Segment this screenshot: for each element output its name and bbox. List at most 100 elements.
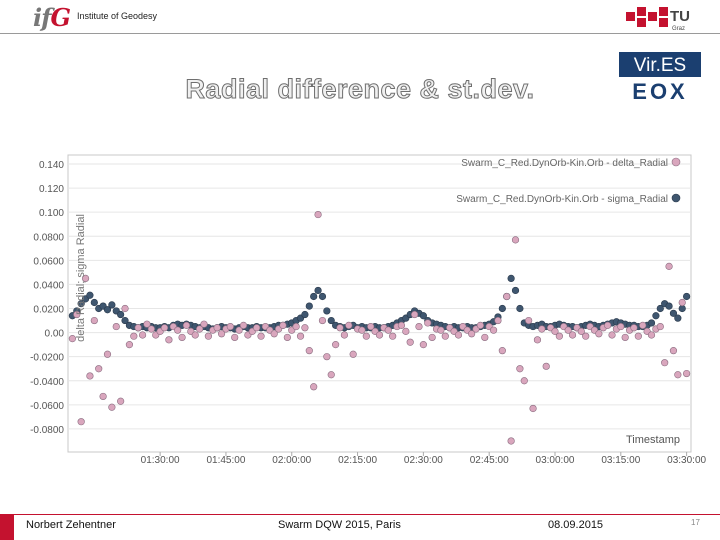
delta-point: [336, 324, 344, 332]
legend-delta-label[interactable]: Swarm_C_Red.DynOrb-Kin.Orb - delta_Radia…: [461, 158, 668, 169]
sigma-point: [652, 312, 660, 320]
delta-point: [270, 330, 278, 338]
y-tick-label: -0.0200: [30, 353, 64, 364]
sigma-point: [318, 292, 327, 301]
y-tick-label: -0.0800: [30, 425, 64, 436]
delta-point: [345, 321, 353, 329]
sigma-point: [683, 292, 691, 301]
ifg-logo: ifG: [33, 3, 71, 32]
delta-point: [428, 333, 436, 342]
delta-point: [564, 326, 572, 334]
series-delta-radial: [68, 210, 691, 445]
x-tick-label: 03:15:00: [601, 455, 640, 466]
sigma-point: [656, 304, 664, 313]
delta-point: [367, 322, 375, 331]
delta-point: [235, 326, 243, 334]
x-tick-label: 02:45:00: [470, 455, 509, 466]
legend[interactable]: Swarm_C_Red.DynOrb-Kin.Orb - delta_Radia…: [456, 157, 681, 205]
y-tick-label: 0.0800: [33, 232, 64, 243]
delta-point: [200, 320, 208, 328]
institute-name: Institute of Geodesy: [77, 11, 158, 21]
delta-point: [389, 332, 397, 340]
delta-point: [121, 304, 129, 313]
delta-point: [314, 210, 322, 219]
delta-point: [498, 347, 506, 355]
delta-point: [520, 377, 528, 385]
sigma-point: [301, 310, 309, 319]
sigma-point: [77, 300, 85, 308]
x-tick-label: 01:45:00: [206, 455, 245, 466]
delta-point: [279, 321, 287, 329]
page-number: 17: [691, 518, 700, 527]
delta-point: [617, 322, 625, 331]
delta-point: [239, 321, 248, 329]
x-tick-label: 03:00:00: [536, 455, 575, 466]
delta-point: [138, 331, 147, 339]
delta-point: [90, 316, 98, 325]
delta-point: [130, 332, 138, 340]
legend-sigma-marker: [671, 193, 681, 203]
delta-point: [95, 365, 103, 373]
y-tick-label: 0.0400: [33, 280, 64, 291]
sigma-point: [90, 298, 98, 307]
delta-point: [410, 310, 419, 319]
x-tick-label: 02:15:00: [338, 455, 377, 466]
footer-event: Swarm DQW 2015, Paris: [278, 519, 401, 531]
delta-point: [310, 383, 318, 391]
delta-point: [669, 347, 678, 355]
delta-point: [665, 262, 673, 270]
sigma-point: [121, 316, 129, 325]
legend-delta-marker: [671, 157, 681, 167]
delta-point: [253, 324, 261, 332]
delta-point: [424, 319, 432, 327]
sigma-point: [647, 319, 656, 327]
delta-point: [340, 331, 349, 339]
x-tick-label: 02:30:00: [404, 455, 443, 466]
delta-point: [634, 332, 642, 340]
sigma-point: [86, 291, 94, 299]
sigma-point: [507, 274, 515, 283]
delta-point: [117, 397, 125, 405]
delta-point: [468, 330, 476, 338]
y-tick-label: -0.0400: [30, 377, 64, 388]
delta-point: [397, 321, 406, 329]
delta-point: [301, 324, 309, 332]
delta-point: [384, 326, 392, 334]
legend-sigma-label[interactable]: Swarm_C_Red.DynOrb-Kin.Orb - sigma_Radia…: [456, 194, 668, 205]
delta-point: [608, 331, 616, 339]
delta-point: [476, 321, 485, 329]
delta-point: [182, 321, 191, 329]
y-tick-label: 0.00: [45, 329, 65, 340]
footer-divider: [0, 514, 720, 515]
delta-point: [165, 336, 173, 344]
y-tick-label: -0.0600: [30, 401, 64, 412]
delta-point: [639, 321, 647, 329]
delta-point: [147, 325, 155, 333]
delta-point: [503, 292, 511, 301]
x-axis-label: Timestamp: [626, 434, 680, 446]
delta-point: [349, 350, 357, 358]
delta-point: [318, 316, 327, 325]
delta-point: [292, 322, 300, 331]
sigma-point: [511, 286, 520, 295]
footer-accent-block: [0, 515, 14, 540]
delta-point: [542, 362, 550, 370]
x-tick-label: 03:30:00: [667, 455, 706, 466]
header-divider: [0, 33, 720, 34]
delta-point: [454, 331, 463, 339]
plot-area: [67, 154, 692, 453]
delta-point: [73, 310, 81, 319]
delta-point: [582, 332, 590, 340]
sigma-point: [103, 306, 112, 314]
delta-point: [419, 341, 427, 349]
tu-graz-logo: TU Graz: [626, 7, 690, 32]
sigma-point: [498, 304, 506, 313]
sigma-point: [117, 310, 125, 319]
delta-point: [489, 326, 498, 334]
delta-point: [568, 331, 577, 339]
delta-point: [323, 353, 331, 361]
eox-logo-text: EOX: [632, 79, 687, 102]
delta-point: [226, 322, 234, 331]
delta-point: [204, 332, 212, 340]
